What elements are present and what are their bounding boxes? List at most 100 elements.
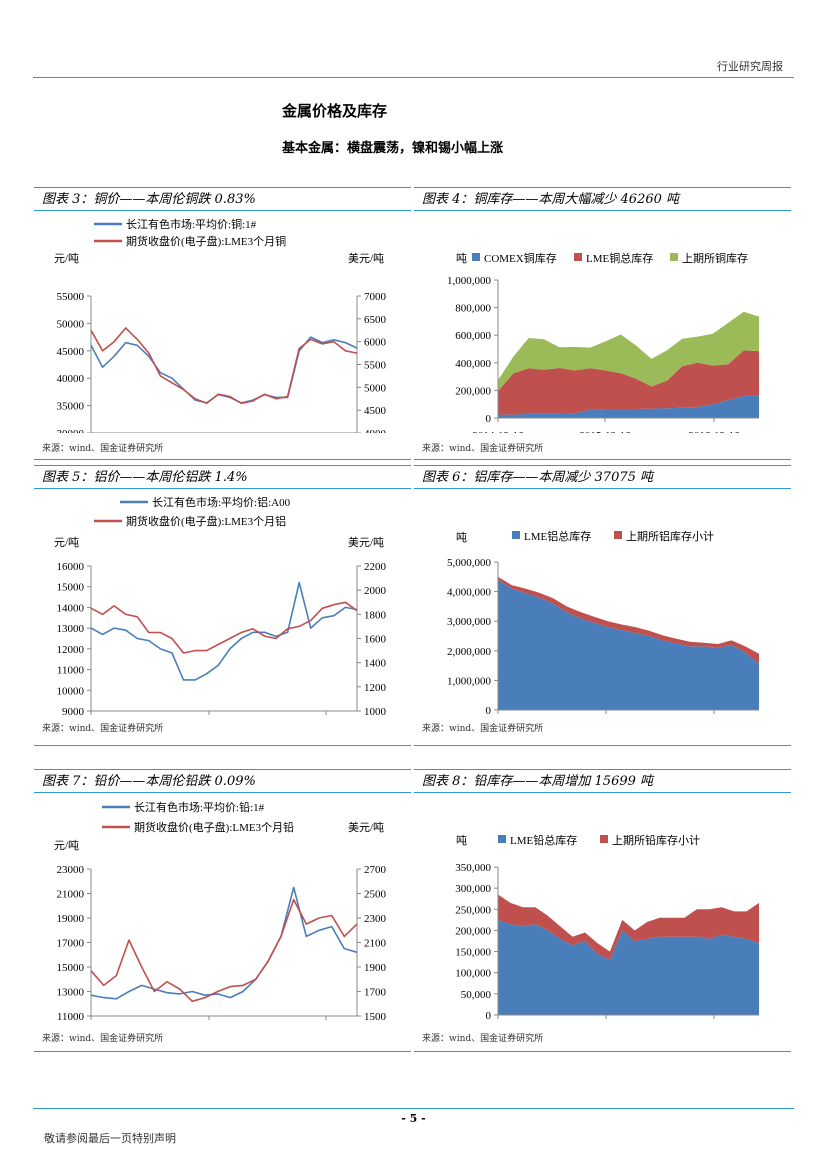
- right-tick-label: 1800: [364, 609, 387, 621]
- chart-aluminum-stock: LME铝总库存 上期所铝库存小计 5,000,000 4,000,000 3,000,0…: [414, 489, 791, 715]
- right-tick-label: 4500: [364, 405, 387, 417]
- figure-copper-stock: 图表 4：铜库存——本周大幅减少 46260 吨 COMEX铜库存 LME铜总库存…: [414, 187, 791, 462]
- right-tick-label: 6500: [364, 314, 387, 326]
- right-tick-label: 1600: [364, 634, 387, 646]
- unit-label: 吨: [456, 531, 467, 544]
- right-tick-label: 1900: [364, 962, 387, 974]
- y-tick-label: 150,000: [455, 947, 491, 959]
- figure-lead-stock: 图表 8：铅库存——本周增加 15699 吨 LME铅总库存 上期所铅库存小计 35…: [414, 769, 791, 1054]
- legend-label: LME铝总库存: [524, 529, 591, 543]
- legend-swatch: [472, 253, 480, 261]
- page-number: - 5 -: [401, 1112, 426, 1125]
- x-tick-label: 2015-12-15: [580, 1024, 632, 1025]
- right-tick-label: 6000: [364, 337, 387, 349]
- legend-swatch: [670, 253, 678, 261]
- y-tick-label: 400,000: [455, 358, 491, 370]
- report-type: 行业研究周报: [717, 60, 783, 73]
- subsection-title: 基本金属：横盘震荡，镍和锡小幅上涨: [282, 141, 504, 156]
- unit-label: 吨: [456, 252, 467, 265]
- series-area-1: [498, 579, 759, 710]
- figure-rule: [414, 745, 791, 746]
- legend-label: 期货收盘价(电子盘):LME3个月铜: [126, 234, 286, 248]
- left-tick-label: 13000: [57, 623, 85, 635]
- y-tick-label: 250,000: [455, 904, 491, 916]
- legend-swatch: [498, 835, 506, 843]
- x-tick-label: 2015-12-16: [579, 430, 631, 433]
- left-tick-label: 55000: [57, 291, 85, 303]
- left-tick-label: 10000: [57, 685, 85, 697]
- figure-lead-price: 图表 7：铅价——本周伦铅跌 0.09% 23000 21000 19000 1700…: [34, 769, 411, 1054]
- right-tick-label: 5000: [364, 382, 387, 394]
- legend-label: 期货收盘价(电子盘):LME3个月铝: [126, 514, 286, 528]
- section-title: 金属价格及库存: [282, 102, 388, 120]
- left-unit-label: 元/吨: [54, 839, 79, 852]
- right-tick-label: 2100: [364, 938, 387, 950]
- figure-rule: [414, 1051, 791, 1052]
- x-tick-label: 2016-12-16: [688, 430, 740, 433]
- legend-label: 上期所铜库存: [682, 251, 748, 265]
- chart-copper-stock: COMEX铜库存 LME铜总库存 上期所铜库存 1,000,000 800,000 600…: [414, 211, 791, 433]
- right-tick-label: 2300: [364, 913, 387, 925]
- figure-rule: [34, 1051, 411, 1052]
- right-tick-label: 1700: [364, 987, 387, 999]
- series-line-2: [90, 327, 358, 405]
- y-tick-label: 2,000,000: [447, 646, 492, 658]
- right-unit-label: 美元/吨: [348, 252, 384, 265]
- left-tick-label: 15000: [57, 582, 85, 594]
- x-tick-label: 2016-12-30: [300, 1024, 352, 1025]
- y-tick-label: 600,000: [455, 330, 491, 342]
- legend-label: 上期所铝库存小计: [626, 529, 714, 543]
- figure-rule: [34, 459, 411, 460]
- left-tick-label: 21000: [57, 889, 85, 901]
- series-area-2: [498, 576, 759, 665]
- y-tick-label: 0: [486, 413, 492, 425]
- y-tick-label: 200,000: [455, 385, 491, 397]
- x-tick-label: 2014-12-30: [65, 1024, 117, 1025]
- unit-label: 吨: [456, 834, 467, 847]
- figure-caption: 图表 7：铅价——本周伦铅跌 0.09%: [34, 769, 411, 793]
- series-line-1: [90, 886, 358, 1000]
- series-area-1: [498, 395, 759, 418]
- series-line-1: [90, 336, 358, 404]
- legend-swatch: [574, 253, 582, 261]
- x-tick-label: 2014-12-16: [472, 430, 524, 433]
- figure-caption: 图表 8：铅库存——本周增加 15699 吨: [414, 769, 791, 793]
- figure-rule: [414, 459, 791, 460]
- source-note: 来源：wind、国金证券研究所: [42, 1034, 164, 1044]
- left-tick-label: 13000: [57, 987, 85, 999]
- right-tick-label: 7000: [364, 291, 387, 303]
- right-unit-label: 美元/吨: [348, 821, 384, 834]
- left-tick-label: 17000: [57, 938, 85, 950]
- figure-caption: 图表 4：铜库存——本周大幅减少 46260 吨: [414, 187, 791, 211]
- series-line-2: [90, 898, 358, 1003]
- left-tick-label: 30000: [57, 428, 85, 433]
- figure-caption: 图表 3：铜价——本周伦铜跌 0.83%: [34, 187, 411, 211]
- series-area-2: [498, 894, 759, 960]
- series-area-2: [498, 350, 759, 415]
- y-tick-label: 0: [486, 705, 492, 715]
- header-rule: [33, 77, 794, 78]
- left-tick-label: 9000: [62, 706, 85, 715]
- x-tick-label: 2016-12-15: [688, 1024, 740, 1025]
- source-note: 来源：wind、国金证券研究所: [422, 444, 544, 454]
- chart-lead-stock: LME铅总库存 上期所铅库存小计 350,000 300,000 250,000 200,…: [414, 793, 791, 1025]
- legend-label: 长江有色市场:平均价:铝:A00: [152, 495, 291, 509]
- y-tick-label: 350,000: [455, 862, 491, 874]
- y-tick-label: 5,000,000: [447, 557, 492, 569]
- legend-label: 长江有色市场:平均价:铜:1#: [126, 217, 257, 231]
- right-unit-label: 美元/吨: [348, 536, 384, 549]
- y-tick-label: 0: [486, 1010, 492, 1022]
- series-line-1: [90, 581, 358, 681]
- left-tick-label: 11000: [57, 665, 85, 677]
- source-note: 来源：wind、国金证券研究所: [42, 444, 164, 454]
- source-note: 来源：wind、国金证券研究所: [42, 724, 164, 734]
- series-area-1: [498, 919, 759, 1015]
- left-tick-label: 14000: [57, 602, 85, 614]
- right-tick-label: 5500: [364, 360, 387, 372]
- legend-label: 期货收盘价(电子盘):LME3个月铅: [134, 820, 294, 834]
- y-tick-label: 800,000: [455, 303, 491, 315]
- left-tick-label: 23000: [57, 864, 85, 876]
- right-tick-label: 2200: [364, 561, 387, 573]
- y-tick-label: 1,000,000: [447, 675, 492, 687]
- legend-label: 上期所铅库存小计: [612, 833, 700, 847]
